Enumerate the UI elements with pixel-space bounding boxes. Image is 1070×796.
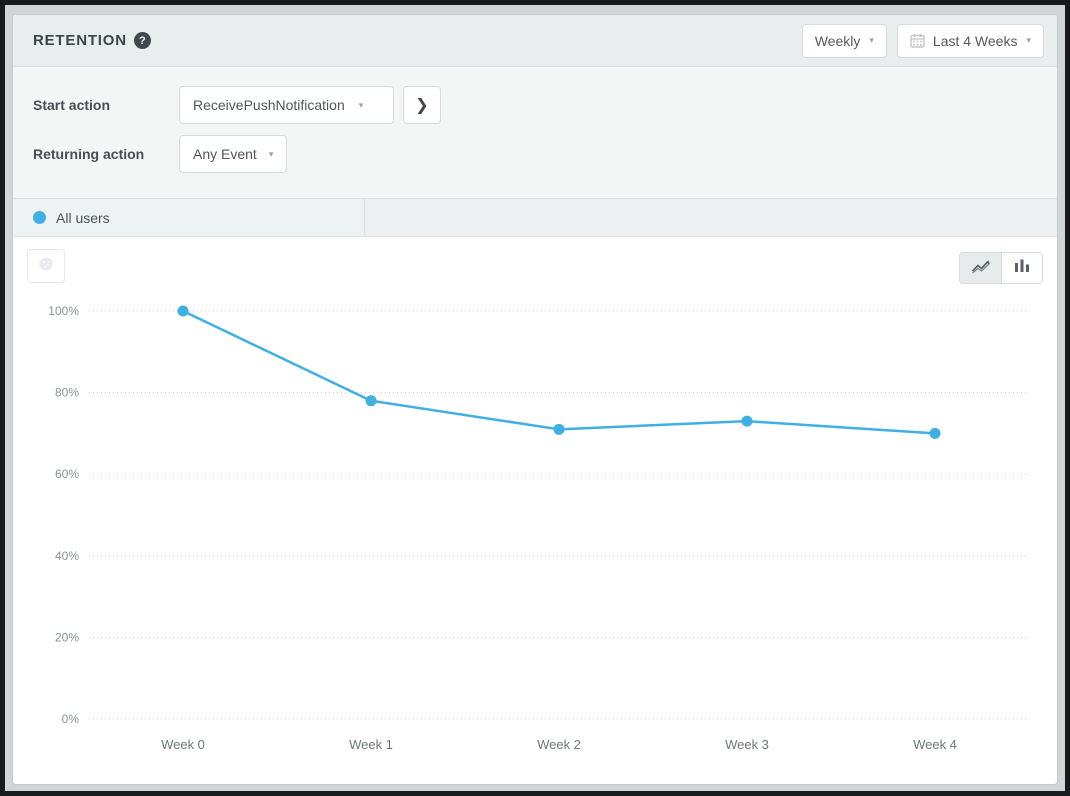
retention-line-chart: 0% 20% 40% 60% 80% 100% Week 0 Week 1 Week 2 Week… [27, 289, 1045, 759]
granularity-value: Weekly [814, 32, 861, 49]
page-title: RETENTION [33, 32, 127, 49]
caret-down-icon: ▾ [358, 99, 364, 110]
start-action-value: ReceivePushNotification [193, 97, 345, 113]
tabs-row-spacer [365, 199, 1057, 236]
line-chart-toggle[interactable] [960, 253, 1001, 283]
svg-text:40%: 40% [55, 549, 79, 563]
svg-text:80%: 80% [55, 386, 79, 400]
help-glyph: ? [139, 34, 146, 47]
segmentation-button-disabled[interactable] [27, 249, 65, 283]
chart-card: 0% 20% 40% 60% 80% 100% Week 0 Week 1 Week 2 Week… [13, 237, 1057, 784]
tab-all-users[interactable]: All users [13, 199, 365, 236]
returning-action-value: Any Event [193, 146, 257, 162]
svg-text:Week 4: Week 4 [913, 737, 957, 752]
svg-text:Week 0: Week 0 [161, 737, 205, 752]
bar-chart-toggle[interactable] [1001, 253, 1042, 283]
returning-action-row: Returning action Any Event ▾ [33, 135, 1037, 173]
chevron-right-icon: ❯ [415, 97, 429, 114]
date-range-dropdown[interactable]: Last 4 Weeks ▾ [896, 23, 1044, 58]
tab-label: All users [56, 209, 110, 226]
date-range-value: Last 4 Weeks [932, 32, 1018, 49]
returning-action-dropdown[interactable]: Any Event ▾ [179, 135, 288, 173]
start-action-row: Start action ReceivePushNotification ▾ ❯ [33, 86, 1037, 124]
returning-action-label: Returning action [33, 146, 145, 162]
calendar-icon [910, 33, 925, 48]
svg-text:100%: 100% [48, 304, 79, 318]
caret-down-icon: ▾ [1026, 35, 1031, 45]
chart-toolbar [27, 249, 1043, 289]
svg-text:20%: 20% [55, 630, 79, 644]
panel-header: RETENTION ? Weekly ▾ [13, 15, 1057, 67]
chart-type-toggle-group [959, 252, 1043, 284]
chart-svg: 0% 20% 40% 60% 80% 100% Week 0 Week 1 Week 2 Week… [48, 304, 1029, 752]
svg-text:0%: 0% [62, 712, 80, 726]
segment-tabs-row: All users [13, 199, 1057, 237]
svg-text:Week 2: Week 2 [537, 737, 581, 752]
caret-down-icon: ▾ [869, 35, 874, 45]
line-chart-icon [971, 258, 991, 279]
page-background: RETENTION ? Weekly ▾ [5, 5, 1065, 791]
granularity-dropdown[interactable]: Weekly ▾ [801, 23, 887, 58]
series-color-dot [33, 211, 46, 224]
retention-report-panel: RETENTION ? Weekly ▾ [12, 14, 1058, 785]
start-action-label: Start action [33, 97, 111, 113]
expand-action-button[interactable]: ❯ [403, 86, 441, 124]
svg-text:Week 3: Week 3 [725, 737, 769, 752]
segmentation-icon [37, 256, 55, 277]
caret-down-icon: ▾ [268, 148, 274, 159]
svg-text:Week 1: Week 1 [349, 737, 393, 752]
bar-chart-icon [1014, 258, 1030, 278]
help-icon[interactable]: ? [133, 32, 151, 49]
header-controls: Weekly ▾ [801, 23, 1044, 58]
filter-section: Start action ReceivePushNotification ▾ ❯… [13, 67, 1057, 199]
start-action-dropdown[interactable]: ReceivePushNotification ▾ [179, 86, 394, 124]
svg-text:60%: 60% [55, 467, 79, 481]
